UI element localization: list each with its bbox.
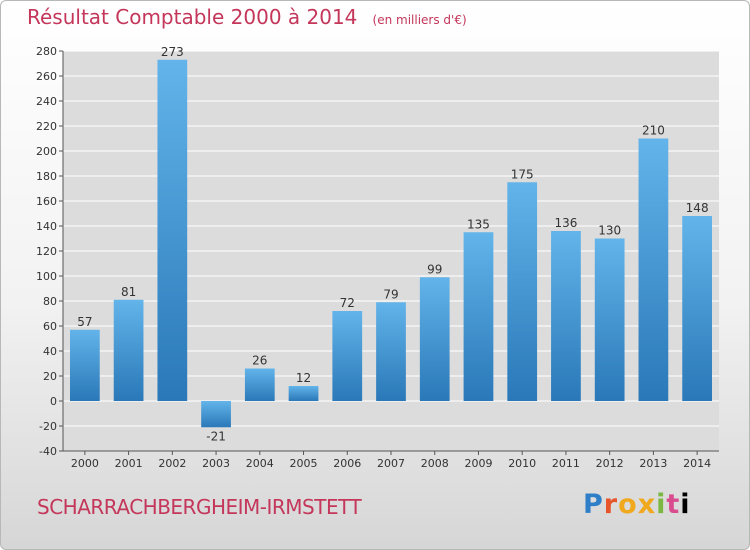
bar bbox=[594, 238, 625, 401]
bar-value-label: 136 bbox=[554, 216, 577, 230]
x-tick-label: 2006 bbox=[333, 457, 361, 470]
logo-letter: x bbox=[637, 489, 657, 520]
bar bbox=[244, 368, 275, 401]
x-tick-label: 2011 bbox=[552, 457, 580, 470]
x-tick-label: 2003 bbox=[202, 457, 230, 470]
bar bbox=[551, 231, 581, 401]
bar-value-label: 175 bbox=[511, 167, 534, 181]
bar-value-label: 72 bbox=[340, 296, 355, 310]
proxiti-logo: Proxiti bbox=[583, 489, 691, 520]
logo-letter: t bbox=[666, 489, 681, 520]
logo-letter: i bbox=[680, 489, 691, 520]
bar bbox=[419, 277, 450, 401]
commune-name: SCHARRACHBERGHEIM-IRMSTETT bbox=[37, 495, 362, 519]
bar-value-label: 12 bbox=[296, 371, 311, 385]
bar bbox=[288, 386, 319, 401]
y-tick-label: 280 bbox=[36, 45, 57, 58]
bar bbox=[638, 138, 669, 401]
bar-value-label: -21 bbox=[206, 429, 226, 443]
x-tick-label: 2010 bbox=[508, 457, 536, 470]
bar-value-label: 130 bbox=[598, 224, 621, 238]
bar bbox=[69, 329, 100, 401]
bar bbox=[682, 216, 713, 401]
chart-unit: (en milliers d'€) bbox=[372, 13, 467, 27]
bar bbox=[332, 311, 363, 401]
x-tick-label: 2009 bbox=[464, 457, 492, 470]
logo-letter: r bbox=[603, 489, 619, 520]
bar-value-label: 99 bbox=[427, 262, 442, 276]
y-tick-label: 0 bbox=[50, 395, 57, 408]
y-tick-label: 40 bbox=[43, 345, 57, 358]
bar bbox=[157, 59, 188, 401]
y-tick-label: 240 bbox=[36, 95, 57, 108]
x-tick-label: 2004 bbox=[246, 457, 274, 470]
bar-value-label: 26 bbox=[252, 354, 267, 368]
y-tick-label: 80 bbox=[43, 295, 57, 308]
logo-letter: i bbox=[656, 489, 667, 520]
y-tick-label: 200 bbox=[36, 145, 57, 158]
bar-value-label: 273 bbox=[161, 45, 184, 59]
y-tick-label: -20 bbox=[39, 420, 57, 433]
x-tick-label: 2014 bbox=[683, 457, 711, 470]
bar bbox=[376, 302, 406, 401]
x-tick-label: 2012 bbox=[596, 457, 624, 470]
bar-value-label: 135 bbox=[467, 217, 490, 231]
y-tick-label: 120 bbox=[36, 245, 57, 258]
x-tick-label: 2007 bbox=[377, 457, 405, 470]
y-tick-label: 220 bbox=[36, 120, 57, 133]
x-tick-label: 2013 bbox=[639, 457, 667, 470]
logo-letter: P bbox=[583, 489, 604, 520]
chart-title: Résultat Comptable 2000 à 2014 bbox=[27, 5, 358, 29]
x-tick-label: 2005 bbox=[290, 457, 318, 470]
bar-value-label: 210 bbox=[642, 124, 665, 138]
bar bbox=[463, 232, 494, 401]
x-tick-label: 2002 bbox=[158, 457, 186, 470]
bar bbox=[507, 182, 538, 401]
y-tick-label: -40 bbox=[39, 445, 57, 458]
y-tick-label: 260 bbox=[36, 70, 57, 83]
bar-value-label: 57 bbox=[77, 315, 92, 329]
title-row: Résultat Comptable 2000 à 2014 (en milli… bbox=[27, 5, 467, 29]
bar bbox=[113, 299, 144, 401]
bar bbox=[201, 401, 231, 428]
y-tick-label: 180 bbox=[36, 170, 57, 183]
y-tick-label: 100 bbox=[36, 270, 57, 283]
bar-value-label: 79 bbox=[383, 287, 398, 301]
x-tick-label: 2008 bbox=[421, 457, 449, 470]
y-tick-label: 20 bbox=[43, 370, 57, 383]
x-tick-label: 2001 bbox=[115, 457, 143, 470]
bar-value-label: 148 bbox=[686, 201, 709, 215]
y-tick-label: 160 bbox=[36, 195, 57, 208]
x-tick-label: 2000 bbox=[71, 457, 99, 470]
y-tick-label: 60 bbox=[43, 320, 57, 333]
y-tick-label: 140 bbox=[36, 220, 57, 233]
logo-letter: o bbox=[618, 489, 638, 520]
bar-value-label: 81 bbox=[121, 285, 136, 299]
